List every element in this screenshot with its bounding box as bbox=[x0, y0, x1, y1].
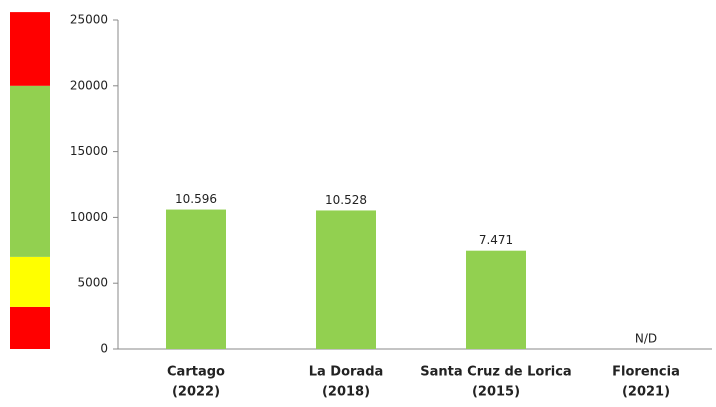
y-tick-label: 0 bbox=[100, 342, 108, 356]
x-tick-label: Florencia bbox=[612, 365, 680, 380]
x-tick-label: (2022) bbox=[172, 385, 220, 400]
x-tick-label: (2018) bbox=[322, 385, 370, 400]
value-label: 10.596 bbox=[175, 192, 217, 206]
y-tick-label: 15000 bbox=[70, 144, 108, 158]
bar bbox=[166, 209, 226, 349]
value-label: 10.528 bbox=[325, 193, 367, 207]
range-band bbox=[10, 256, 50, 307]
y-tick-label: 5000 bbox=[77, 276, 108, 290]
value-label: 7.471 bbox=[479, 233, 513, 247]
range-band bbox=[10, 306, 50, 349]
y-tick-label: 25000 bbox=[70, 13, 108, 27]
x-tick-label: (2021) bbox=[622, 385, 670, 400]
x-tick-label: Santa Cruz de Lorica bbox=[420, 365, 571, 380]
range-band bbox=[10, 12, 50, 86]
x-tick-label: (2015) bbox=[472, 385, 520, 400]
bar bbox=[466, 250, 526, 349]
x-tick-label: La Dorada bbox=[309, 365, 384, 380]
y-tick-label: 10000 bbox=[70, 210, 108, 224]
y-tick-label: 20000 bbox=[70, 78, 108, 92]
value-label: N/D bbox=[635, 332, 657, 346]
range-band bbox=[10, 85, 50, 257]
bar bbox=[316, 210, 376, 349]
x-tick-label: Cartago bbox=[167, 365, 225, 380]
